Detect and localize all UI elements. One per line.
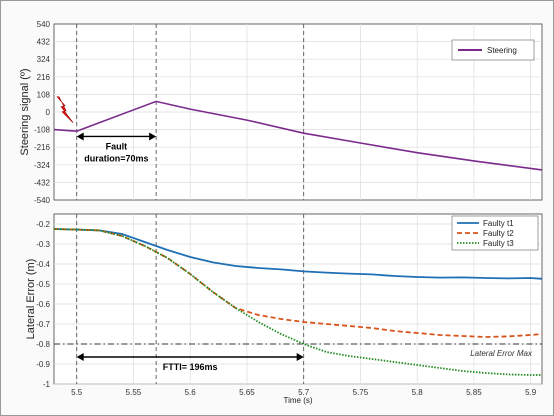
- x-tick-label: 5.9: [525, 388, 537, 397]
- lateral-error-y-tick-label: -0.9: [36, 360, 50, 369]
- x-tick-label: 5.5: [71, 388, 83, 397]
- lateral-error-y-tick-label: -0.8: [36, 340, 50, 349]
- steering-y-axis-label: Steering signal (º): [19, 68, 31, 155]
- legend-label-faulty-t2: Faulty t2: [483, 229, 514, 238]
- legend-label-faulty-t1: Faulty t1: [483, 219, 514, 228]
- steering-y-tick-label: 0: [46, 108, 51, 117]
- steering-fault-markers: [76, 24, 305, 200]
- series-line-faulty-t2: [53, 228, 543, 338]
- x-tick-label: 5.6: [185, 388, 197, 397]
- steering-y-tick-label: -216: [34, 143, 51, 152]
- lightning-bolt-icon: [56, 96, 74, 123]
- lateral-error-y-tick-label: -0.6: [36, 300, 50, 309]
- lateral-error-y-tick-label: -0.4: [36, 260, 50, 269]
- lateral-error-y-tick-label: -0.2: [36, 220, 50, 229]
- ftti-arrowhead-right: [296, 353, 304, 361]
- lateral-error-y-axis-label: Lateral Error (m): [25, 259, 37, 340]
- fault-duration-label-line2: duration=70ms: [84, 153, 148, 163]
- ftti-annotation: FTTI= 196ms: [76, 353, 304, 372]
- fault-duration-arrowhead-right: [149, 132, 157, 141]
- steering-y-tick-label: -324: [34, 161, 51, 170]
- lateral-error-y-tick-label: -0.5: [36, 280, 50, 289]
- steering-legend-box: [451, 39, 535, 61]
- x-axis-label: Time (s): [283, 396, 312, 405]
- ftti-arrowhead-left: [76, 353, 84, 361]
- lateral-error-y-tick-label: -1: [43, 380, 51, 389]
- steering-y-tick-label: 324: [37, 55, 51, 64]
- steering-y-tick-label: 216: [37, 73, 51, 82]
- steering-y-tick-label: 108: [37, 90, 51, 99]
- lateral-error-y-tick-label: -0.7: [36, 320, 50, 329]
- steering-panel: 540 432 324 216 108 0 -108 -216 -324 -432 -540 Fau…: [19, 20, 543, 205]
- steering-y-tick-label: -108: [34, 126, 51, 135]
- steering-y-tick-label: 432: [37, 38, 51, 47]
- lateral-error-series: [53, 228, 543, 376]
- steering-legend-label: Steering: [487, 46, 517, 55]
- steering-legend: Steering: [451, 39, 535, 61]
- series-line-faulty-t3: [53, 228, 542, 376]
- x-tick-label: 5.7: [298, 388, 310, 397]
- steering-y-tick-label: 540: [37, 20, 51, 29]
- x-tick-label: 5.85: [466, 388, 482, 397]
- x-tick-label: 5.8: [412, 388, 424, 397]
- series-line-faulty-t1: [53, 228, 543, 280]
- lateral-error-panel: -0.2-0.3-0.4-0.5-0.6-0.7-0.8-0.9-1 5.5 5.…: [25, 213, 543, 405]
- series-line-steering: [53, 100, 543, 171]
- fault-duration-arrowhead-left: [76, 132, 84, 141]
- steering-grid: [54, 24, 542, 200]
- lateral-error-fault-markers: [76, 214, 305, 384]
- lateral-error-y-ticks: -0.2 -0.3 -0.4 -0.5 -0.6 -0.7 -0.8 -0.9 -1: [36, 220, 50, 389]
- steering-y-tick-label: -540: [34, 196, 51, 205]
- x-tick-label: 5.65: [239, 388, 255, 397]
- x-tick-label: 5.75: [353, 388, 369, 397]
- ftti-label: FTTI= 196ms: [163, 362, 218, 372]
- lateral-error-x-ticks: 5.5 5.55 5.6 5.65 5.7 5.75 5.8 5.85 5.9: [71, 388, 537, 397]
- steering-y-tick-label: -432: [34, 178, 51, 187]
- lateral-error-max-label: Lateral Error Max: [470, 349, 533, 358]
- steering-y-ticks: 540 432 324 216 108 0 -108 -216 -324 -432 -540: [34, 20, 51, 205]
- x-tick-label: 5.55: [126, 388, 142, 397]
- steering-series: [53, 100, 543, 171]
- lateral-error-legend: Faulty t1 Faulty t2 Faulty t3: [451, 215, 539, 251]
- lateral-error-y-tick-label: -0.3: [36, 240, 50, 249]
- legend-label-faulty-t3: Faulty t3: [483, 239, 514, 248]
- fault-duration-annotation: Fault duration=70ms: [76, 132, 157, 163]
- fault-duration-label-line1: Fault: [106, 141, 128, 151]
